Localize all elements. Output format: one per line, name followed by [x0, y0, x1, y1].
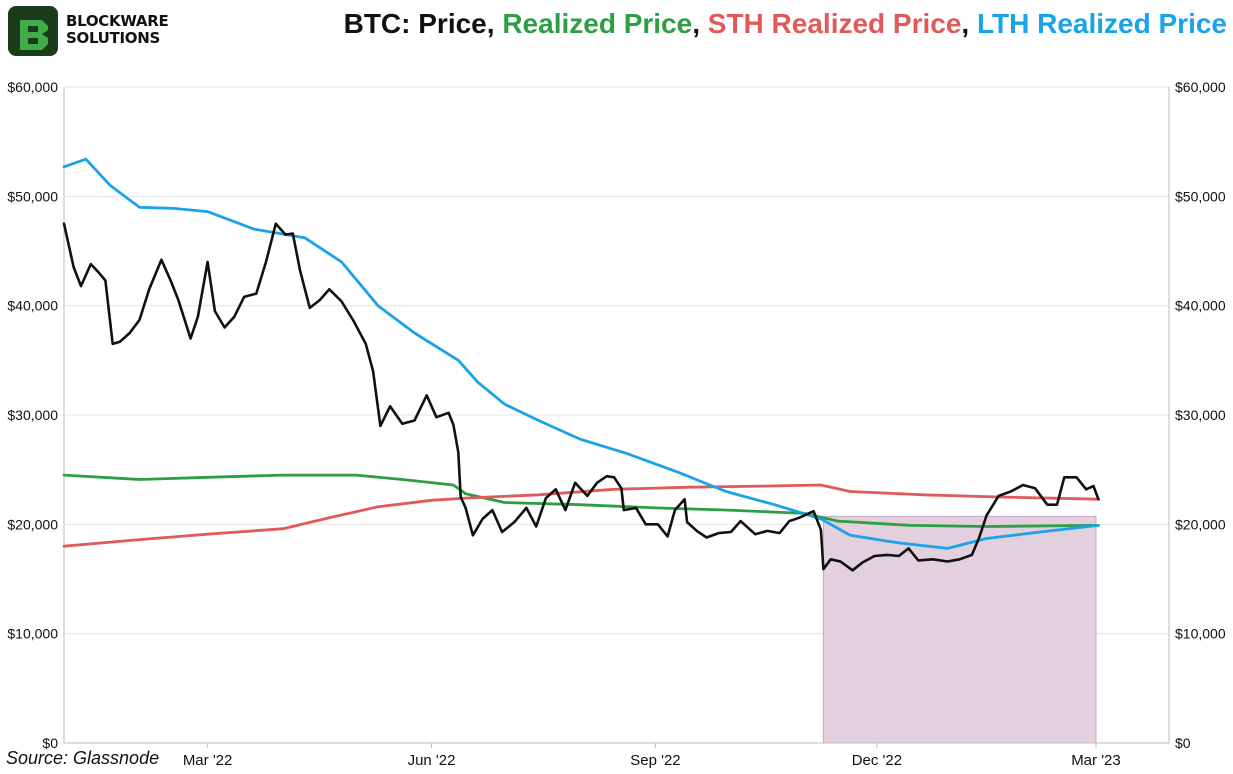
- y-tick-label-right: $50,000: [1175, 188, 1226, 204]
- chart-title: BTC: Price, Realized Price, STH Realized…: [344, 8, 1227, 40]
- brand-line-1: BLOCKWARE: [66, 12, 169, 30]
- title-separator: ,: [486, 8, 503, 39]
- title-segment-sth: STH Realized Price: [707, 8, 962, 39]
- y-tick-label-left: $30,000: [7, 407, 58, 423]
- y-tick-label-right: $60,000: [1175, 79, 1226, 95]
- series-line-realized-price: [62, 473, 1100, 528]
- title-separator: ,: [692, 8, 708, 39]
- x-tick-label: Mar '23: [1071, 752, 1121, 769]
- brand-line-2: SOLUTIONS: [66, 29, 160, 47]
- y-tick-label-left: $40,000: [7, 298, 58, 314]
- y-tick-label-left: $50,000: [7, 188, 58, 204]
- y-tick-label-left: $20,000: [7, 516, 58, 532]
- x-tick-label: Dec '22: [852, 752, 902, 769]
- x-tick-label: Mar '22: [183, 752, 233, 769]
- x-tick-label: Sep '22: [630, 752, 680, 769]
- blockware-logo: [8, 6, 58, 56]
- title-segment-realized: Realized Price: [502, 8, 693, 39]
- brand-name: BLOCKWARE SOLUTIONS: [66, 12, 169, 47]
- y-tick-label-right: $40,000: [1175, 298, 1226, 314]
- y-tick-label-left: $60,000: [7, 79, 58, 95]
- title-segment-price: BTC: Price: [343, 8, 487, 39]
- y-tick-label-left: $0: [42, 735, 58, 751]
- title-segment-lth: LTH Realized Price: [976, 8, 1227, 39]
- logo-b-icon: [20, 20, 48, 50]
- y-tick-label-right: $20,000: [1175, 516, 1226, 532]
- series-line-price: [62, 222, 1100, 572]
- y-tick-label-right: $30,000: [1175, 407, 1226, 423]
- shaded-region: [822, 515, 1097, 744]
- y-tick-label-right: $10,000: [1175, 626, 1226, 642]
- y-tick-label-right: $0: [1175, 735, 1191, 751]
- y-tick-label-left: $10,000: [7, 626, 58, 642]
- source-note: Source: Glassnode: [6, 748, 160, 768]
- title-separator: ,: [961, 8, 977, 39]
- x-tick-label: Jun '22: [408, 752, 456, 769]
- series-line-sth-realized-price: [62, 483, 1100, 548]
- series-line-lth-realized-price: [62, 157, 1100, 550]
